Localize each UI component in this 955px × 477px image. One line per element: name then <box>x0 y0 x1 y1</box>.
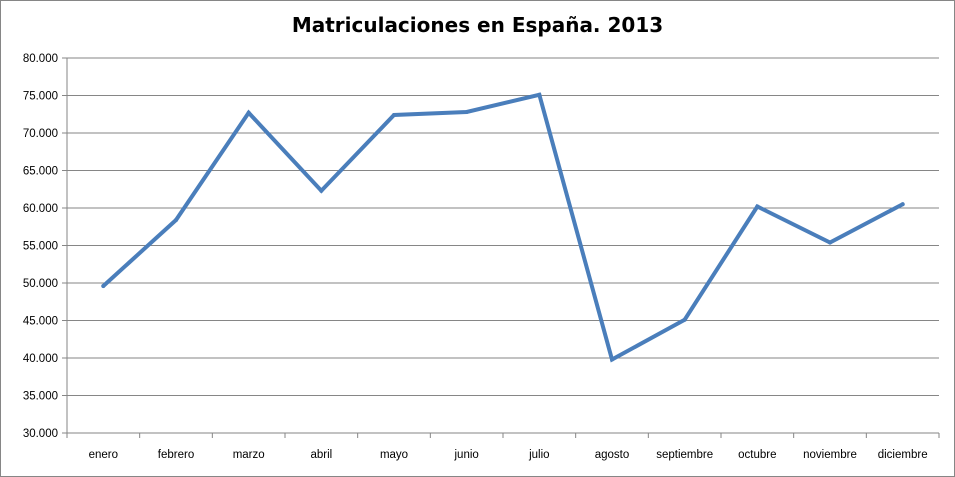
y-tick-label: 35.000 <box>23 391 58 403</box>
y-tick-label: 30.000 <box>23 428 58 440</box>
y-tick-label: 75.000 <box>23 91 58 103</box>
y-tick-label: 40.000 <box>23 353 58 365</box>
x-tick-label: enero <box>89 449 118 461</box>
x-tick-label: marzo <box>233 449 265 461</box>
data-point <box>610 357 614 362</box>
x-tick-label: octubre <box>738 449 776 461</box>
y-tick-label: 50.000 <box>23 278 58 290</box>
x-tick-label: abril <box>310 449 332 461</box>
data-point <box>682 317 687 322</box>
y-tick-label: 55.000 <box>23 241 58 253</box>
x-tick-label: noviembre <box>803 449 857 461</box>
data-point <box>174 218 178 222</box>
data-point <box>246 110 251 115</box>
y-tick-label: 70.000 <box>23 128 58 140</box>
y-tick-label: 80.000 <box>23 53 58 65</box>
data-point <box>101 284 106 288</box>
x-tick-label: mayo <box>380 449 408 461</box>
data-point <box>537 92 542 97</box>
data-point <box>828 240 832 245</box>
x-tick-label: agosto <box>595 449 630 461</box>
data-point <box>755 204 760 209</box>
chart-title: Matriculaciones en España. 2013 <box>291 13 664 37</box>
y-tick-label: 65.000 <box>23 166 58 178</box>
x-tick-label: febrero <box>158 449 194 461</box>
data-point <box>392 113 396 117</box>
x-tick-label: julio <box>528 449 549 461</box>
data-point <box>319 188 324 193</box>
series-line <box>101 92 905 363</box>
x-tick-label: septiembre <box>656 449 713 461</box>
data-point <box>900 202 905 207</box>
x-tick-label: junio <box>454 449 479 461</box>
data-point <box>464 110 469 114</box>
y-tick-label: 45.000 <box>23 316 58 328</box>
y-tick-label: 60.000 <box>23 203 58 215</box>
x-tick-label: diciembre <box>878 449 928 461</box>
